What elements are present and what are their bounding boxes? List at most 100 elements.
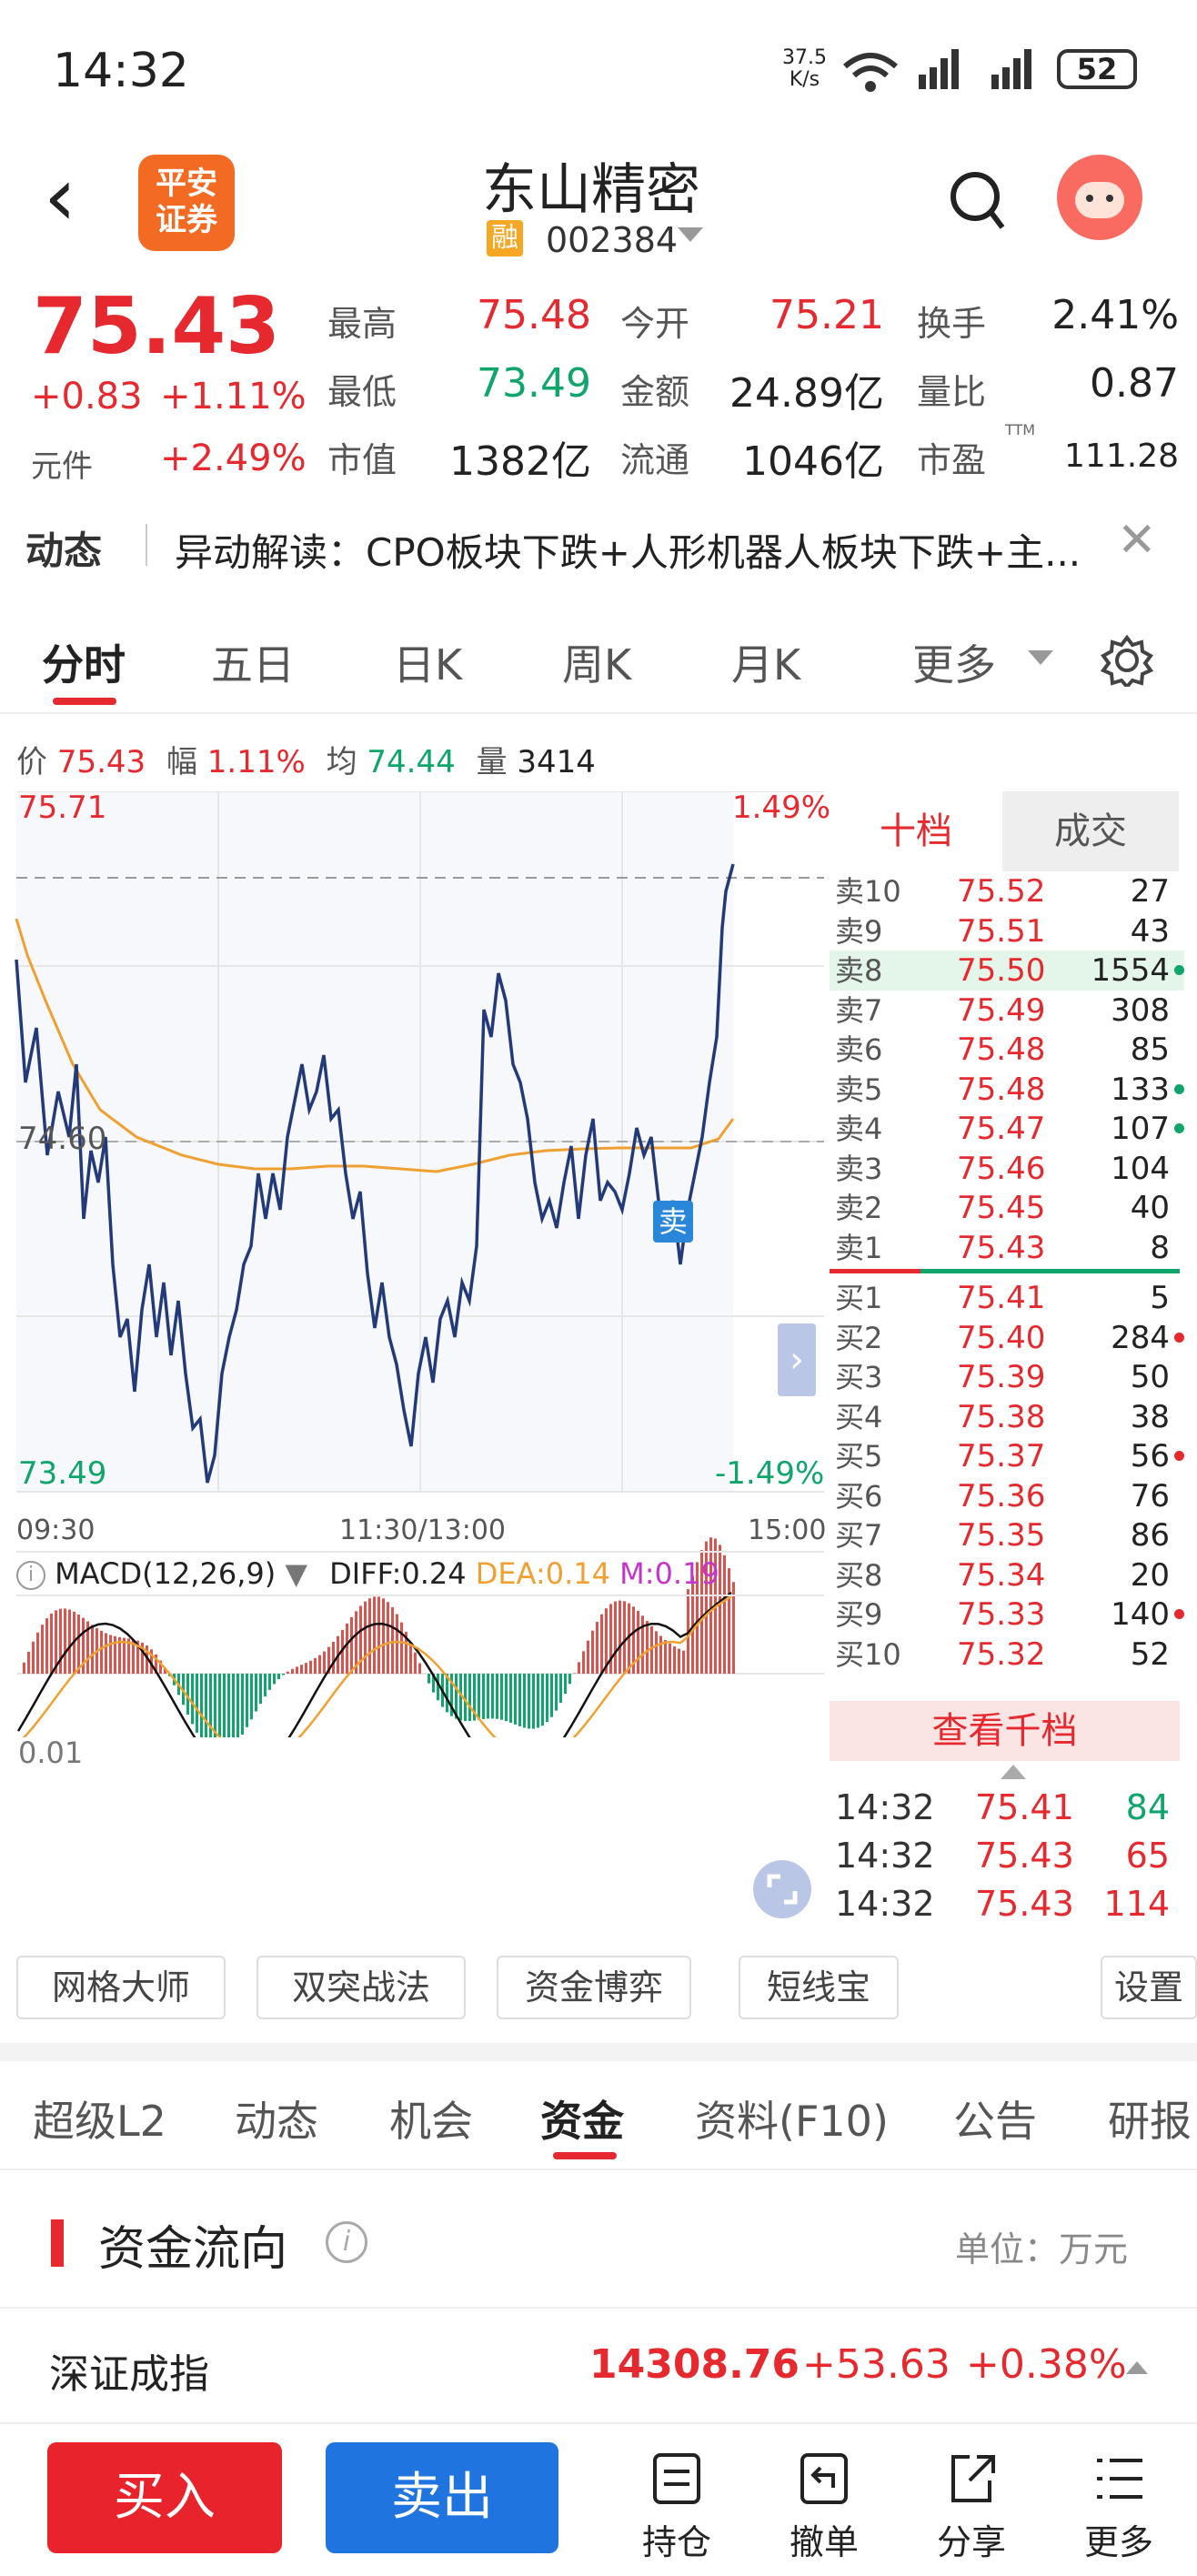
macd-bar: [609, 1604, 612, 1674]
ask-row[interactable]: 卖6 75.48 85: [830, 1030, 1184, 1070]
subtab-4[interactable]: 资料(F10): [695, 2097, 889, 2146]
cancel-order-button[interactable]: 撤单: [770, 2451, 879, 2564]
index-row[interactable]: 深证成指 14308.76 +53.63 +0.38%: [0, 2310, 1197, 2424]
macd-bar: [468, 1674, 471, 1722]
bid-row[interactable]: 买9 75.33 140: [830, 1595, 1184, 1635]
subtab-1[interactable]: 动态: [235, 2097, 318, 2146]
sell-marker[interactable]: 卖: [653, 1201, 693, 1243]
bid-row[interactable]: 买10 75.32 52: [830, 1635, 1184, 1675]
more-dropdown-icon[interactable]: [1028, 650, 1053, 665]
share-button[interactable]: 分享: [917, 2451, 1026, 2564]
grid-master-button[interactable]: 网格大师: [16, 1956, 226, 2019]
search-icon[interactable]: [948, 169, 1006, 235]
macd-bar: [568, 1674, 571, 1685]
tab-trades[interactable]: 成交: [1002, 791, 1179, 871]
chart-info: 价 75.43 幅 1.11% 均 74.44 量 3414: [16, 744, 596, 780]
tab-0[interactable]: 分时: [42, 640, 126, 689]
bid-row[interactable]: 买2 75.40 284: [830, 1318, 1184, 1358]
section-marker: [51, 2219, 64, 2267]
dropdown-arrow-icon[interactable]: [678, 227, 703, 242]
macd-header[interactable]: i MACD(12,26,9) ▼ DIFF:0.24 DEA:0.14 M:0…: [16, 1551, 824, 1596]
fund-game-button[interactable]: 资金博弈: [497, 1956, 691, 2019]
macd-bar: [532, 1674, 535, 1729]
trade-price: 75.41: [975, 1787, 1074, 1827]
ask-row[interactable]: 卖9 75.51 43: [830, 911, 1184, 951]
trade-price: 75.43: [975, 1884, 1074, 1924]
subtab-6[interactable]: 研报: [1108, 2097, 1192, 2146]
tab-2[interactable]: 日K: [393, 640, 463, 689]
ask-row[interactable]: 卖8 75.50 1554: [830, 951, 1184, 991]
news-bar[interactable]: 动态 异动解读：CPO板块下跌+人形机器人板块下跌+主... ✕: [0, 500, 1197, 591]
double-breakout-button[interactable]: 双突战法: [256, 1956, 466, 2019]
tab-ten-levels[interactable]: 十档: [880, 810, 952, 852]
level-price: 75.50: [957, 952, 1046, 989]
macd-bar: [223, 1674, 226, 1737]
ask-row[interactable]: 卖4 75.47 107: [830, 1109, 1184, 1149]
ask-row[interactable]: 卖2 75.45 40: [830, 1188, 1184, 1228]
tools-settings-button[interactable]: 设置: [1101, 1956, 1197, 2019]
tab-3[interactable]: 周K: [562, 640, 632, 689]
ask-row[interactable]: 卖3 75.46 104: [830, 1149, 1184, 1189]
level-price: 75.37: [957, 1438, 1046, 1474]
macd-bar: [709, 1537, 712, 1674]
subtab-0[interactable]: 超级L2: [33, 2097, 166, 2146]
intraday-chart[interactable]: [0, 791, 828, 1737]
bid-row[interactable]: 买3 75.39 50: [830, 1357, 1184, 1397]
level-label: 卖5: [835, 1072, 883, 1107]
broker-logo: 平安 证券: [138, 155, 235, 251]
macd-bar: [123, 1637, 126, 1674]
bid-row[interactable]: 买8 75.34 20: [830, 1555, 1184, 1595]
bid-row[interactable]: 买1 75.41 5: [830, 1278, 1184, 1318]
macd-bar: [682, 1650, 685, 1674]
settings-gear-icon[interactable]: [1101, 634, 1153, 687]
more-button[interactable]: 更多: [1064, 2451, 1173, 2564]
expand-orderbook-chevron-icon[interactable]: ›: [778, 1323, 816, 1396]
macd-bar: [669, 1643, 671, 1674]
short-line-button[interactable]: 短线宝: [739, 1956, 899, 2019]
ask-row[interactable]: 卖5 75.48 133: [830, 1070, 1184, 1110]
macd-bar: [200, 1674, 203, 1737]
bid-row[interactable]: 买4 75.38 38: [830, 1397, 1184, 1437]
subtab-3[interactable]: 资金: [540, 2097, 624, 2146]
change-dot: [1174, 1123, 1184, 1133]
subtab-5[interactable]: 公告: [953, 2097, 1037, 2146]
tab-4[interactable]: 月K: [731, 640, 801, 689]
collapse-arrow-icon[interactable]: [1001, 1765, 1026, 1779]
macd-bar: [437, 1674, 439, 1701]
tab-1[interactable]: 五日: [211, 640, 295, 689]
sell-button[interactable]: 卖出: [326, 2442, 558, 2553]
macd-bar: [518, 1674, 521, 1726]
stock-code[interactable]: 002384: [546, 220, 679, 260]
ask-row[interactable]: 卖7 75.49 308: [830, 991, 1184, 1031]
close-icon[interactable]: ✕: [1117, 513, 1157, 568]
tab-5[interactable]: 更多: [912, 640, 996, 689]
macd-bar: [455, 1674, 458, 1719]
view-thousand-levels-button[interactable]: 查看千档: [830, 1701, 1180, 1761]
buy-button[interactable]: 买入: [47, 2442, 282, 2553]
info-icon[interactable]: i: [326, 2221, 367, 2263]
info-icon[interactable]: i: [16, 1561, 45, 1590]
quote-label: 最高: [327, 304, 397, 344]
macd-bar: [655, 1631, 658, 1674]
macd-bar: [482, 1674, 485, 1719]
assistant-avatar[interactable]: [1057, 155, 1142, 240]
collapse-icon[interactable]: [1126, 2361, 1148, 2374]
level-volume: 308: [1111, 991, 1170, 1029]
ask-row[interactable]: 卖10 75.52 27: [830, 871, 1184, 911]
y-axis-top: 75.71: [18, 790, 107, 826]
subtab-2[interactable]: 机会: [389, 2097, 473, 2146]
news-text[interactable]: 异动解读：CPO板块下跌+人形机器人板块下跌+主...: [175, 530, 1081, 575]
back-button[interactable]: ‹: [44, 149, 76, 245]
trade-time: 14:32: [835, 1787, 935, 1827]
fullscreen-icon[interactable]: [753, 1860, 811, 1918]
bid-row[interactable]: 买5 75.37 56: [830, 1436, 1184, 1476]
macd-bar: [287, 1671, 289, 1674]
macd-bar: [619, 1600, 621, 1674]
bid-row[interactable]: 买6 75.36 76: [830, 1476, 1184, 1516]
positions-button[interactable]: 持仓: [622, 2451, 731, 2564]
bid-row[interactable]: 买7 75.35 86: [830, 1515, 1184, 1555]
ask-row[interactable]: 卖1 75.43 8: [830, 1228, 1184, 1268]
quote-value: 111.28: [1064, 438, 1179, 475]
macd-bar: [509, 1674, 512, 1723]
level-price: 75.48: [957, 1071, 1046, 1108]
